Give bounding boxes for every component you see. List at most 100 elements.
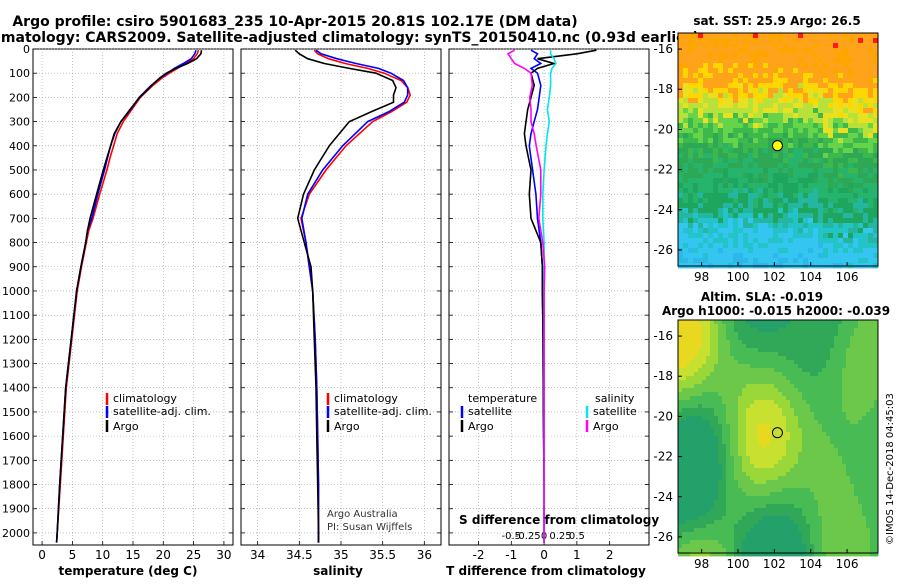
map-cell — [853, 98, 858, 103]
map-cell — [786, 452, 790, 456]
map-cell — [842, 520, 846, 524]
map-cell — [774, 336, 778, 340]
map-cell — [828, 133, 833, 138]
map-cell — [683, 33, 688, 38]
map-cell — [763, 223, 768, 228]
map-cell — [854, 388, 858, 392]
map-cell — [846, 460, 850, 464]
map-cell — [854, 536, 858, 540]
map-cell — [866, 456, 870, 460]
map-cell — [773, 158, 778, 163]
map-cell — [866, 532, 870, 536]
map-cell — [768, 153, 773, 158]
map-cell — [863, 168, 868, 173]
map-cell — [848, 218, 853, 223]
map-cell — [810, 516, 814, 520]
map-cell — [850, 536, 854, 540]
map-cell — [678, 336, 682, 340]
map-cell — [723, 33, 728, 38]
map-cell — [814, 404, 818, 408]
map-cell — [722, 328, 726, 332]
map-cell — [722, 340, 726, 344]
map-cell — [742, 528, 746, 532]
map-cell — [788, 198, 793, 203]
map-cell — [698, 93, 703, 98]
map-cell — [858, 440, 862, 444]
map-cell — [763, 123, 768, 128]
map-cell — [788, 173, 793, 178]
map-cell — [803, 148, 808, 153]
map-cell — [698, 420, 702, 424]
map-cell — [718, 500, 722, 504]
map-cell — [770, 492, 774, 496]
map-cell — [790, 536, 794, 540]
map-cell — [828, 173, 833, 178]
map-cell — [718, 420, 722, 424]
map-cell — [806, 392, 810, 396]
map-cell — [828, 248, 833, 253]
map-cell — [826, 424, 830, 428]
map-cell — [766, 500, 770, 504]
map-cell — [753, 158, 758, 163]
map-cell — [786, 472, 790, 476]
map-cell — [848, 118, 853, 123]
map-cell — [753, 173, 758, 178]
map-cell — [814, 444, 818, 448]
map-cell — [762, 344, 766, 348]
map-cell — [768, 98, 773, 103]
map-cell — [810, 388, 814, 392]
map-cell — [730, 412, 734, 416]
map-cell — [813, 158, 818, 163]
map-cell — [750, 388, 754, 392]
map-cell — [723, 138, 728, 143]
map-cell — [846, 328, 850, 332]
map-cell — [863, 138, 868, 143]
map-cell — [843, 78, 848, 83]
map-cell — [713, 93, 718, 98]
map-cell — [743, 73, 748, 78]
map-cell — [838, 123, 843, 128]
map-cell — [768, 113, 773, 118]
map-cell — [742, 412, 746, 416]
map-cell — [790, 396, 794, 400]
map-cell — [748, 48, 753, 53]
map-cell — [754, 460, 758, 464]
map-cell — [694, 524, 698, 528]
map-cell — [823, 88, 828, 93]
map-cell — [858, 113, 863, 118]
difference-axis-title: T difference from climatology — [446, 564, 646, 578]
map-cell — [706, 464, 710, 468]
map-cell — [683, 243, 688, 248]
map-cell — [790, 400, 794, 404]
map-cell — [690, 384, 694, 388]
map-cell — [858, 428, 862, 432]
map-cell — [694, 488, 698, 492]
map-cell — [714, 344, 718, 348]
map-cell — [818, 440, 822, 444]
map-cell — [838, 344, 842, 348]
map-cell — [688, 128, 693, 133]
map-cell — [698, 198, 703, 203]
map-cell — [838, 480, 842, 484]
map-cell — [790, 416, 794, 420]
map-cell — [758, 492, 762, 496]
map-cell — [848, 58, 853, 63]
map-cell — [826, 324, 830, 328]
map-cell — [778, 336, 782, 340]
map-cell — [782, 396, 786, 400]
map-cell — [718, 243, 723, 248]
map-cell — [808, 103, 813, 108]
map-cell — [738, 118, 743, 123]
map-cell — [706, 408, 710, 412]
map-cell — [693, 168, 698, 173]
map-cell — [682, 456, 686, 460]
map-cell — [698, 320, 702, 324]
map-cell — [843, 123, 848, 128]
map-cell — [688, 68, 693, 73]
map-cell — [742, 376, 746, 380]
map-cell — [863, 193, 868, 198]
map-cell — [762, 376, 766, 380]
map-cell — [688, 153, 693, 158]
map-y-tick-label: -18 — [653, 82, 673, 96]
map-cell — [793, 98, 798, 103]
